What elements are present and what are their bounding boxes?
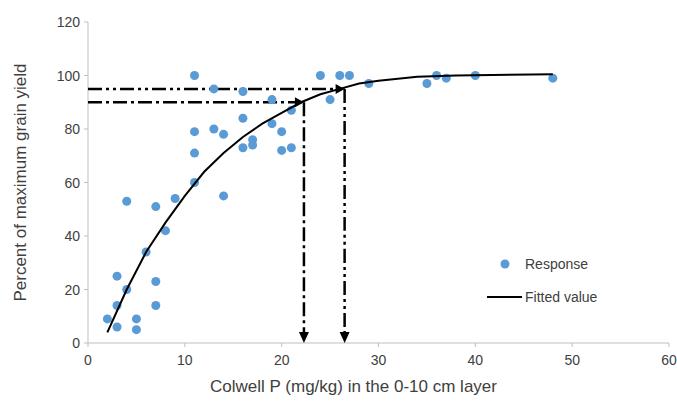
y-axis-title: Percent of maximum grain yield — [11, 63, 30, 301]
fitted-line — [107, 74, 552, 332]
chart-svg: 0 10 20 30 40 50 60 0 20 40 60 80 100 120 Colwell P (m… — [0, 0, 677, 415]
y-tick — [84, 75, 88, 76]
scatter-point — [345, 71, 354, 80]
scatter-point — [422, 79, 431, 88]
scatter-point — [219, 191, 228, 200]
scatter-point — [209, 84, 218, 93]
scatter-point — [277, 146, 286, 155]
scatter-point — [171, 194, 180, 203]
x-tick-label: 20 — [274, 352, 290, 368]
scatter-point — [190, 71, 199, 80]
scatter-point — [287, 143, 296, 152]
x-tick — [184, 343, 185, 347]
x-tick — [572, 343, 573, 347]
reference-line-v — [303, 102, 306, 334]
scatter-point — [151, 301, 160, 310]
scatter-point — [277, 127, 286, 136]
y-tick — [84, 22, 88, 23]
x-tick — [669, 343, 670, 347]
reference-arrow-v — [340, 332, 350, 343]
legend-swatch — [501, 260, 510, 269]
scatter-point — [209, 125, 218, 134]
y-tick — [84, 129, 88, 130]
x-tick-label: 40 — [468, 352, 484, 368]
scatter-point — [316, 71, 325, 80]
scatter-point — [219, 130, 228, 139]
reference-arrow-v — [299, 332, 309, 343]
scatter-point — [238, 143, 247, 152]
x-tick — [281, 343, 282, 347]
scatter-point — [132, 325, 141, 334]
x-tick — [378, 343, 379, 347]
x-tick-label: 10 — [177, 352, 193, 368]
legend-swatch — [487, 296, 522, 298]
scatter-point — [151, 277, 160, 286]
scatter-point — [151, 202, 160, 211]
y-tick-label: 0 — [72, 335, 80, 351]
x-tick — [475, 343, 476, 347]
chart-root: 0 10 20 30 40 50 60 0 20 40 60 80 100 120 Colwell P (m… — [0, 0, 677, 415]
scatter-point — [248, 141, 257, 150]
legend: Response Fitted value — [487, 256, 598, 305]
scatter-point — [190, 149, 199, 158]
legend-label: Response — [525, 256, 588, 272]
scatter-point — [122, 197, 131, 206]
y-tick-label: 120 — [57, 14, 81, 30]
x-tick-label: 30 — [371, 352, 387, 368]
plot-area — [88, 71, 557, 343]
y-tick-label: 60 — [64, 175, 80, 191]
scatter-point — [113, 322, 122, 331]
x-tick-label: 50 — [564, 352, 580, 368]
scatter-point — [326, 95, 335, 104]
scatter-point — [103, 314, 112, 323]
x-axis-title: Colwell P (mg/kg) in the 0-10 cm layer — [210, 377, 497, 396]
y-tick — [84, 343, 88, 344]
y-tick — [84, 236, 88, 237]
scatter-point — [113, 272, 122, 281]
scatter-point — [132, 314, 141, 323]
scatter-point — [267, 95, 276, 104]
scatter-point — [335, 71, 344, 80]
legend-label: Fitted value — [525, 289, 598, 305]
x-tick — [88, 343, 89, 347]
y-tick-label: 40 — [64, 228, 80, 244]
x-tick-label: 0 — [84, 352, 92, 368]
y-tick — [84, 182, 88, 183]
x-tick-label: 60 — [661, 352, 677, 368]
y-tick — [84, 289, 88, 290]
scatter-point — [190, 127, 199, 136]
scatter-point — [238, 114, 247, 123]
reference-line-v — [343, 89, 346, 334]
scatter-point — [238, 87, 247, 96]
y-tick-label: 20 — [64, 282, 80, 298]
y-tick-label: 80 — [64, 121, 80, 137]
y-tick-label: 100 — [57, 68, 81, 84]
